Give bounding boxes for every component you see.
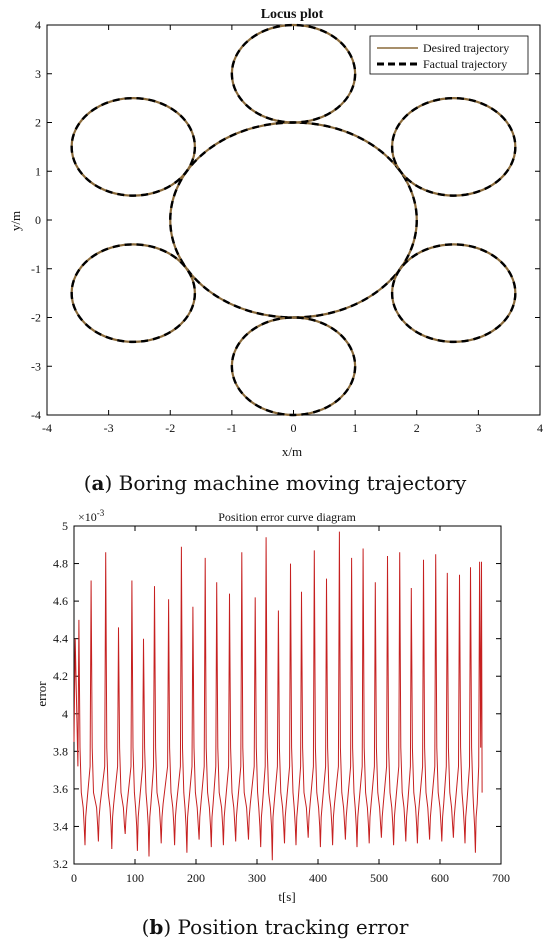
- chart-b-plot-frame: [73, 525, 502, 865]
- chart-a-xtick-label: -4: [42, 421, 52, 435]
- chart-b-xtick-label: 300: [248, 871, 266, 885]
- chart-a-title: Locus plot: [261, 7, 324, 22]
- caption-b-text: Position tracking error: [178, 915, 409, 939]
- chart-b-ytick-label: 4.4: [53, 632, 68, 646]
- chart-a-ytick-label: 0: [35, 213, 41, 227]
- chart-b-ytick-label: 5: [62, 519, 68, 533]
- chart-a-trajectories: [70, 23, 517, 417]
- error-curve: [73, 531, 483, 861]
- caption-a-text: Boring machine moving trajectory: [119, 471, 467, 495]
- factual-trajectory-circle-3: [390, 96, 517, 197]
- chart-a-ytick-label: 3: [35, 67, 41, 81]
- chart-a-ytick-label: 1: [35, 164, 41, 178]
- chart-a-ylabel: y/m: [8, 211, 23, 231]
- legend-label-desired: Desired trajectory: [423, 41, 509, 55]
- chart-b-y-multiplier-exp: -3: [97, 508, 105, 518]
- chart-b-ytick-label: 3.6: [53, 782, 68, 796]
- chart-b-xtick-label: 400: [309, 871, 327, 885]
- chart-a-xtick-label: -1: [227, 421, 237, 435]
- chart-b-xtick-label: 700: [492, 871, 510, 885]
- chart-a-xtick-label: -3: [104, 421, 114, 435]
- chart-a-xtick-label: 4: [537, 421, 543, 435]
- locus-plot: Locus plot -4 -3 -2 -1 0 1 2 3 4 -4 -3 -2 -1 0 1 2 3 4 x/…: [8, 7, 543, 495]
- factual-trajectory-circle-1: [230, 23, 357, 124]
- chart-b-xtick-label: 100: [126, 871, 144, 885]
- chart-a-plot-frame: [46, 24, 541, 416]
- factual-trajectory-circle-5: [390, 243, 517, 344]
- chart-a-xlabel: x/m: [282, 444, 302, 459]
- chart-a-ytick-label: -4: [31, 408, 41, 422]
- chart-a-xtick-label: -2: [165, 421, 175, 435]
- factual-trajectory-circle-6: [70, 243, 197, 344]
- caption-b-label: b: [149, 915, 163, 939]
- chart-b-title: Position error curve diagram: [218, 510, 356, 524]
- chart-b-ytick-label: 3.2: [53, 857, 68, 871]
- legend-box: [369, 35, 529, 75]
- chart-b-xtick-label: 200: [187, 871, 205, 885]
- chart-a-ytick-label: -2: [31, 311, 41, 325]
- chart-b-ytick-label: 4.6: [53, 594, 68, 608]
- chart-b-ytick-label: 4.8: [53, 557, 68, 571]
- chart-b-ylabel: error: [34, 681, 49, 707]
- chart-a-ytick-label: 2: [35, 116, 41, 130]
- chart-a-ytick-label: 4: [35, 18, 41, 32]
- factual-trajectory-circle-2: [230, 316, 357, 417]
- chart-a-xtick-label: 3: [475, 421, 481, 435]
- factual-trajectory-circle-4: [70, 96, 197, 197]
- chart-b-ytick-label: 4.2: [53, 669, 68, 683]
- chart-a-ytick-label: -1: [31, 262, 41, 276]
- chart-b-xlabel: t[s]: [278, 889, 295, 904]
- chart-a-ytick-label: -3: [31, 359, 41, 373]
- chart-a-legend: Desired trajectory Factual trajectory: [369, 35, 529, 75]
- position-error-plot: Position error curve diagram ×10-3 0 100 2…: [34, 508, 510, 939]
- caption-a-label: a: [92, 471, 105, 495]
- chart-b-ytick-label: 3.4: [53, 819, 68, 833]
- caption-a: (a) Boring machine moving trajectory: [84, 471, 467, 495]
- chart-b-y-multiplier-base: ×10: [78, 510, 97, 524]
- chart-b-xtick-label: 600: [431, 871, 449, 885]
- chart-b-y-multiplier: ×10-3: [78, 508, 105, 524]
- chart-b-ticks: 0 100 200 300 400 500 600 700 3.2 3.4 3.6 3.8 4 4.2 4.…: [53, 519, 510, 885]
- chart-a-xtick-label: 2: [414, 421, 420, 435]
- chart-a-xtick-label: 1: [352, 421, 358, 435]
- chart-a-xtick-label: 0: [291, 421, 297, 435]
- caption-b: (b) Position tracking error: [142, 915, 409, 939]
- chart-b-ytick-label: 3.8: [53, 744, 68, 758]
- chart-a-ticks: -4 -3 -2 -1 0 1 2 3 4 -4 -3 -2 -1 0 1 2 3 4: [31, 18, 543, 435]
- chart-b-xtick-label: 500: [370, 871, 388, 885]
- legend-label-factual: Factual trajectory: [423, 57, 507, 71]
- chart-b-xtick-label: 0: [71, 871, 77, 885]
- chart-b-ytick-label: 4: [62, 707, 68, 721]
